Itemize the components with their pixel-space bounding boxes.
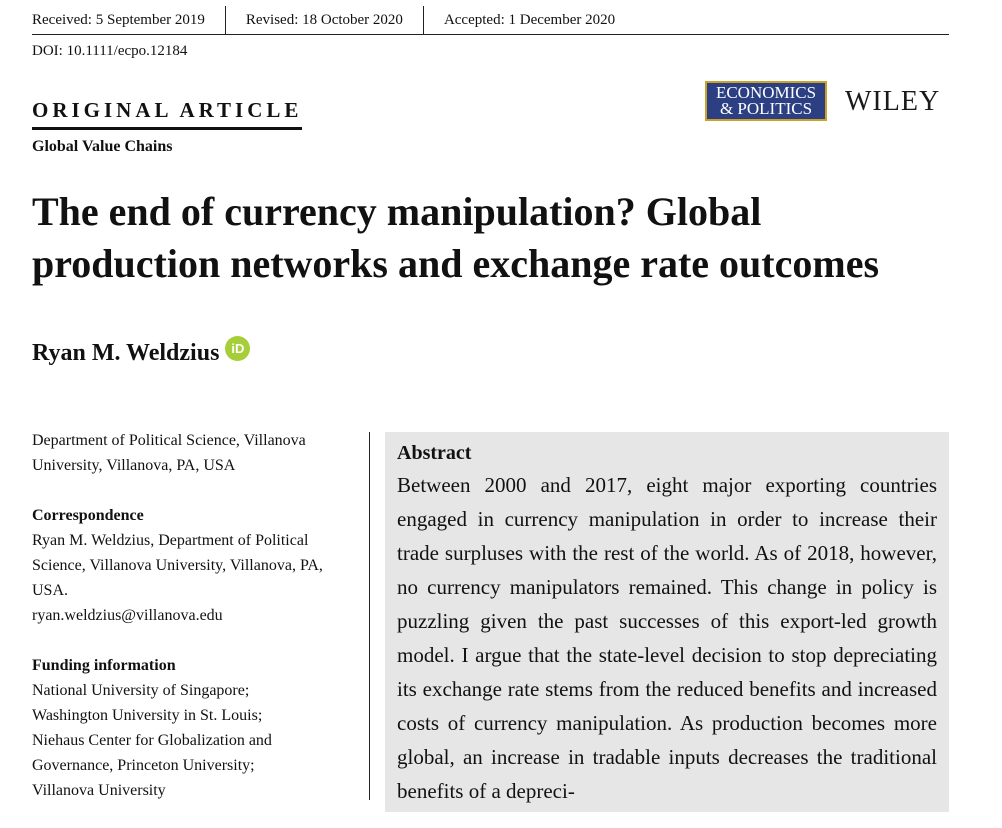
article-type: ORIGINAL ARTICLE (32, 98, 303, 130)
author: Ryan M. Weldzius iD (32, 336, 251, 367)
funding-line: Washington University in St. Louis; (32, 707, 263, 724)
article-info-column: Department of Political Science, Villano… (32, 428, 357, 828)
author-name: Ryan M. Weldzius (32, 340, 220, 366)
abstract-box: Abstract Between 2000 and 2017, eight ma… (385, 432, 949, 812)
journal-logo-line2: & POLITICS (719, 99, 813, 118)
section-label: Global Value Chains (32, 138, 173, 155)
publisher-logo[interactable]: WILEY (845, 86, 941, 117)
correspondence-text: Ryan M. Weldzius, Department of Politica… (32, 532, 323, 599)
correspondence-block: Correspondence Ryan M. Weldzius, Departm… (32, 503, 357, 628)
article-title: The end of currency manipulation? Global… (32, 189, 880, 286)
received-date: Received: 5 September 2019 (32, 6, 226, 34)
doi[interactable]: DOI: 10.1111/ecpo.12184 (32, 43, 188, 59)
accepted-date: Accepted: 1 December 2020 (443, 11, 616, 28)
funding-line: Villanova University (32, 782, 166, 799)
funding-heading: Funding information (32, 657, 176, 674)
funding-line: National University of Singapore; (32, 682, 250, 699)
journal-logo[interactable]: ECONOMICS & POLITICS (705, 81, 827, 121)
revised-date: Revised: 18 October 2020 (226, 6, 424, 34)
correspondence-email[interactable]: ryan.weldzius@villanova.edu (32, 607, 223, 624)
column-divider (369, 432, 370, 800)
journal-logo-line1: ECONOMICS (715, 83, 817, 102)
publication-dates-bar: Received: 5 September 2019 Revised: 18 O… (32, 6, 949, 35)
affiliation: Department of Political Science, Villano… (32, 432, 306, 474)
abstract-text: Between 2000 and 2017, eight major expor… (397, 473, 937, 803)
orcid-icon[interactable]: iD (225, 336, 251, 361)
funding-block: Funding information National University … (32, 653, 357, 803)
funding-line: Niehaus Center for Globalization and Gov… (32, 732, 272, 774)
correspondence-heading: Correspondence (32, 507, 144, 524)
abstract-heading: Abstract (397, 442, 472, 464)
